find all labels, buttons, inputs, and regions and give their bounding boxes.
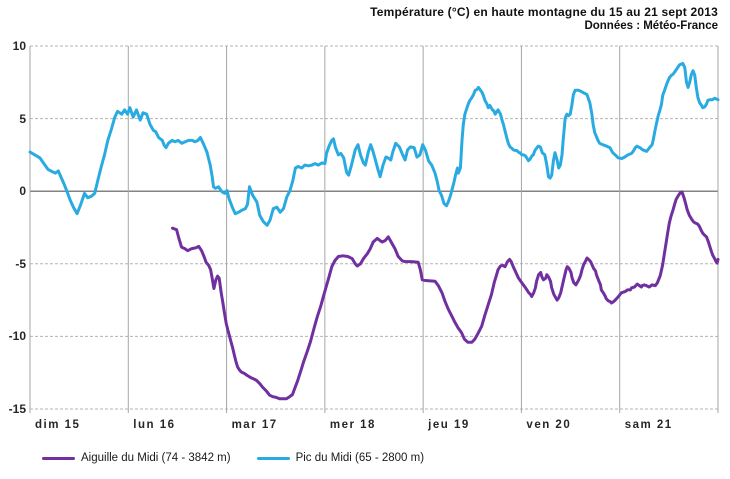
y-tick-label: 5 [19, 111, 26, 126]
x-tick-label: mer 18 [329, 419, 376, 431]
y-tick-label: -10 [8, 329, 26, 344]
y-tick-label: -5 [15, 256, 26, 271]
legend-label-pic: Pic du Midi (65 - 2800 m) [295, 452, 425, 464]
x-tick-label: mar 17 [231, 419, 278, 431]
x-tick-label: dim 15 [35, 419, 81, 431]
y-tick-label: 10 [12, 39, 26, 53]
aiguille-line-swatch [42, 456, 75, 460]
y-tick-label: -15 [8, 402, 26, 416]
pic-line-swatch [256, 456, 290, 460]
legend-item-pic: Pic du Midi (65 - 2800 m) [256, 452, 425, 464]
chart-title: Température (°C) en haute montagne du 15… [370, 5, 718, 19]
chart-subtitle: Données : Météo-France [584, 20, 718, 32]
legend-label-aiguille: Aiguille du Midi (74 - 3842 m) [81, 452, 231, 464]
x-tick-label: lun 16 [133, 419, 176, 431]
legend-item-aiguille: Aiguille du Midi (74 - 3842 m) [42, 452, 231, 464]
legend: Aiguille du Midi (74 - 3842 m) Pic du Mi… [42, 452, 424, 464]
series-line [171, 190, 720, 401]
x-tick-label: sam 21 [624, 419, 673, 431]
series-line [28, 61, 720, 227]
x-tick-label: ven 20 [526, 419, 572, 431]
x-tick-label: jeu 19 [428, 419, 470, 431]
y-tick-label: 0 [19, 184, 26, 199]
